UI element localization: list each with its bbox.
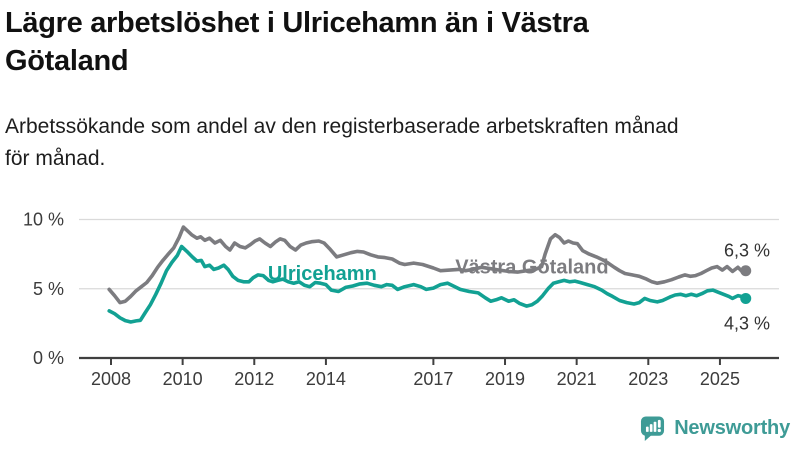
x-tick-label-2012: 2012 bbox=[234, 369, 274, 389]
series-label-ulricehamn: Ulricehamn bbox=[268, 263, 377, 285]
x-tick-label-2021: 2021 bbox=[557, 369, 597, 389]
bar-chart-speech-bubble-icon bbox=[641, 415, 665, 441]
end-dot-ulricehamn bbox=[740, 292, 752, 304]
x-tick-label-2023: 2023 bbox=[628, 369, 668, 389]
x-tick-label-2017: 2017 bbox=[413, 369, 453, 389]
x-tick-label-2008: 2008 bbox=[91, 369, 131, 389]
x-tick-label-2025: 2025 bbox=[700, 369, 740, 389]
x-tick-label-2014: 2014 bbox=[306, 369, 346, 389]
end-dot-v-stra-g-taland bbox=[740, 265, 752, 277]
series-label-v-stra-g-taland: Västra Götaland bbox=[455, 256, 608, 278]
subtitle-line-1: Arbetssökande som andel av den registerb… bbox=[5, 115, 679, 138]
branding-name: Newsworthy bbox=[674, 416, 790, 439]
branding-footer: Newsworthy bbox=[640, 414, 790, 442]
series-line-v-stra-g-taland bbox=[107, 225, 748, 305]
chart-subtitle: Arbetssökande som andel av den registerb… bbox=[5, 111, 795, 175]
subtitle-line-2: för månad. bbox=[5, 147, 106, 170]
title-line-1: Lägre arbetslöshet i Ulricehamn än i Väs… bbox=[5, 7, 589, 39]
title-line-2: Götaland bbox=[5, 45, 129, 77]
end-label-ulricehamn: 4,3 % bbox=[724, 313, 770, 333]
y-tick-label-5: 5 % bbox=[33, 279, 64, 299]
series-line-ulricehamn bbox=[107, 244, 748, 324]
x-tick-label-2019: 2019 bbox=[485, 369, 525, 389]
page-title: Lägre arbetslöshet i Ulricehamn än i Väs… bbox=[5, 4, 745, 80]
y-tick-label-10: 10 % bbox=[23, 210, 64, 230]
x-tick-label-2010: 2010 bbox=[163, 369, 203, 389]
y-tick-label-0: 0 % bbox=[33, 348, 64, 368]
end-label-v-stra-g-taland: 6,3 % bbox=[724, 241, 770, 261]
